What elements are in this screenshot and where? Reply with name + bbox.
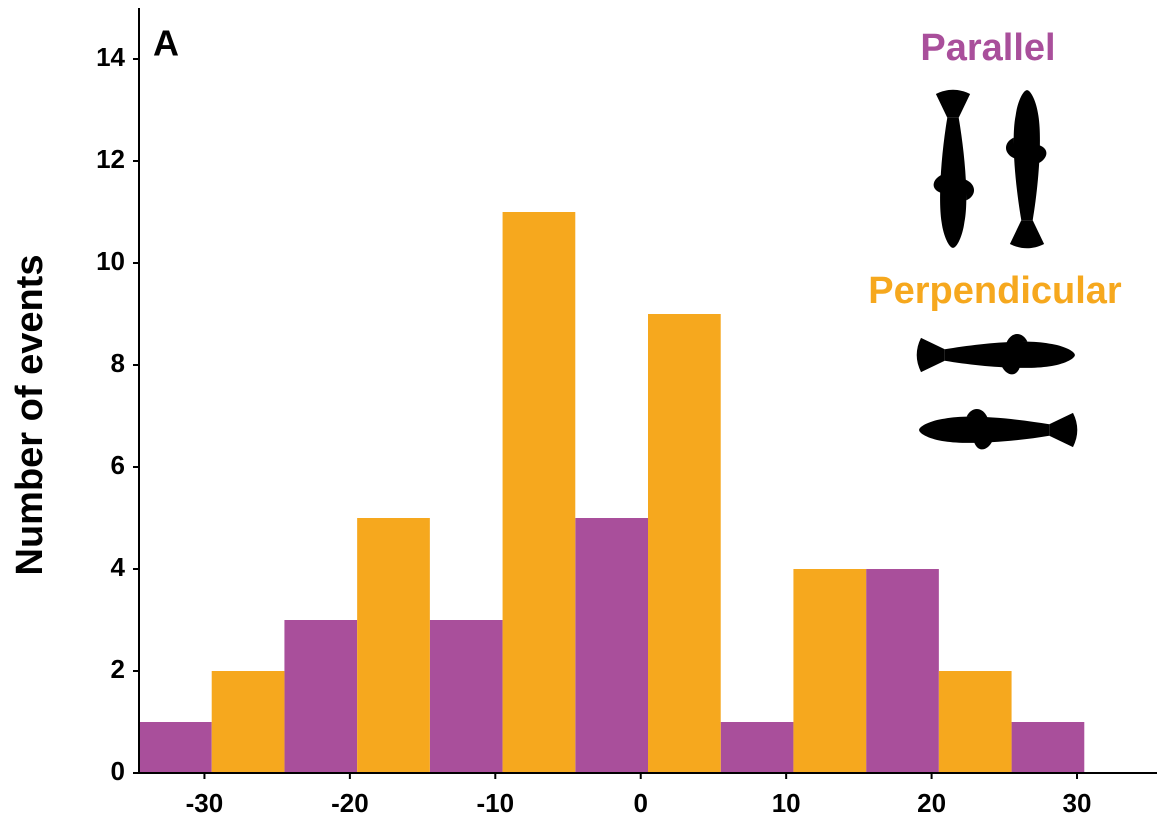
bar [793, 569, 867, 773]
bar [866, 569, 939, 773]
y-tick-label: 14 [96, 42, 125, 72]
bar [1011, 722, 1085, 773]
y-tick-label: 8 [111, 348, 125, 378]
bar [284, 620, 358, 773]
bar [429, 620, 503, 773]
x-tick-label: -10 [477, 788, 515, 818]
y-axis-label: Number of events [9, 255, 51, 576]
bar [502, 212, 576, 773]
bar [938, 671, 1012, 773]
panel-label: A [153, 23, 179, 64]
x-tick-label: 0 [633, 788, 647, 818]
bar [139, 722, 212, 773]
bar [211, 671, 285, 773]
y-tick-label: 12 [96, 144, 125, 174]
legend-label: Perpendicular [868, 270, 1122, 312]
x-tick-label: 10 [772, 788, 801, 818]
y-tick-label: 10 [96, 246, 125, 276]
bar [575, 518, 648, 773]
legend-label: Parallel [920, 27, 1055, 69]
bar [648, 314, 721, 773]
x-tick-label: 20 [917, 788, 946, 818]
y-tick-label: 2 [111, 654, 125, 684]
y-tick-label: 0 [111, 756, 125, 786]
x-tick-label: -30 [186, 788, 224, 818]
bar [720, 722, 794, 773]
y-tick-label: 4 [111, 552, 126, 582]
x-tick-label: 30 [1063, 788, 1092, 818]
y-tick-label: 6 [111, 450, 125, 480]
x-tick-label: -20 [331, 788, 369, 818]
bar [357, 518, 430, 773]
